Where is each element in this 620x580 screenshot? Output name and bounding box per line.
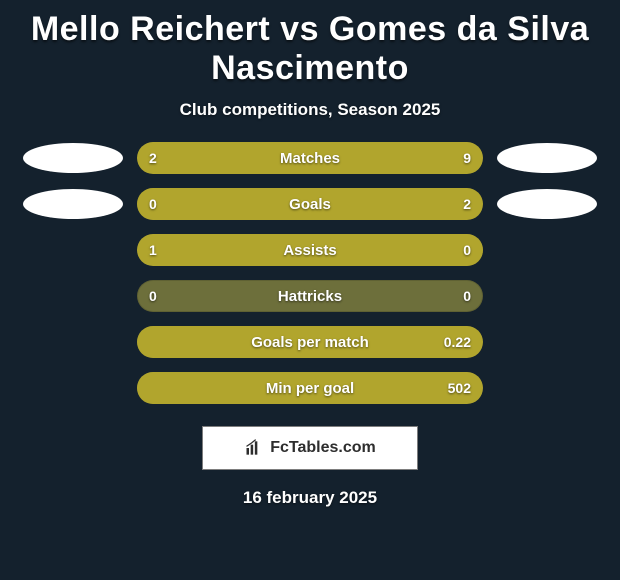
comparison-card: Mello Reichert vs Gomes da Silva Nascime… [0, 0, 620, 580]
player-left-avatar [23, 143, 123, 173]
stat-bar: 02Goals [137, 188, 483, 220]
subtitle: Club competitions, Season 2025 [180, 100, 441, 120]
stat-bar: 29Matches [137, 142, 483, 174]
stat-bar: 0.22Goals per match [137, 326, 483, 358]
player-right-avatar [497, 143, 597, 173]
player-left-avatar [23, 189, 123, 219]
stat-bar: 0 0Hattricks [137, 280, 483, 312]
stat-value-right: 0 [463, 280, 471, 312]
stat-row: 29Matches [6, 142, 614, 174]
stat-row: 502Min per goal [6, 372, 614, 404]
stat-label: Hattricks [137, 280, 483, 312]
stat-bar-fill-left [137, 142, 199, 174]
chart-icon [244, 438, 264, 458]
stat-bar-fill-right [137, 372, 483, 404]
stat-row: 0 0Hattricks [6, 280, 614, 312]
date-text: 16 february 2025 [243, 488, 377, 508]
stat-bar: 10Assists [137, 234, 483, 266]
stat-row: 10Assists [6, 234, 614, 266]
stat-value-left: 0 [149, 280, 157, 312]
stat-row: 02Goals [6, 188, 614, 220]
page-title: Mello Reichert vs Gomes da Silva Nascime… [6, 10, 614, 88]
source-badge-text: FcTables.com [270, 439, 376, 457]
stat-row: 0.22Goals per match [6, 326, 614, 358]
stat-bar-fill-right [137, 188, 483, 220]
stat-bar-fill-right [137, 326, 483, 358]
stats-rows: 29Matches 02Goals 10Assists 0 0Hattricks 0.22… [6, 142, 614, 404]
stat-bar-fill-left [137, 234, 483, 266]
stat-bar: 502Min per goal [137, 372, 483, 404]
source-badge[interactable]: FcTables.com [202, 426, 418, 470]
player-right-avatar [497, 189, 597, 219]
stat-bar-fill-right [199, 142, 483, 174]
